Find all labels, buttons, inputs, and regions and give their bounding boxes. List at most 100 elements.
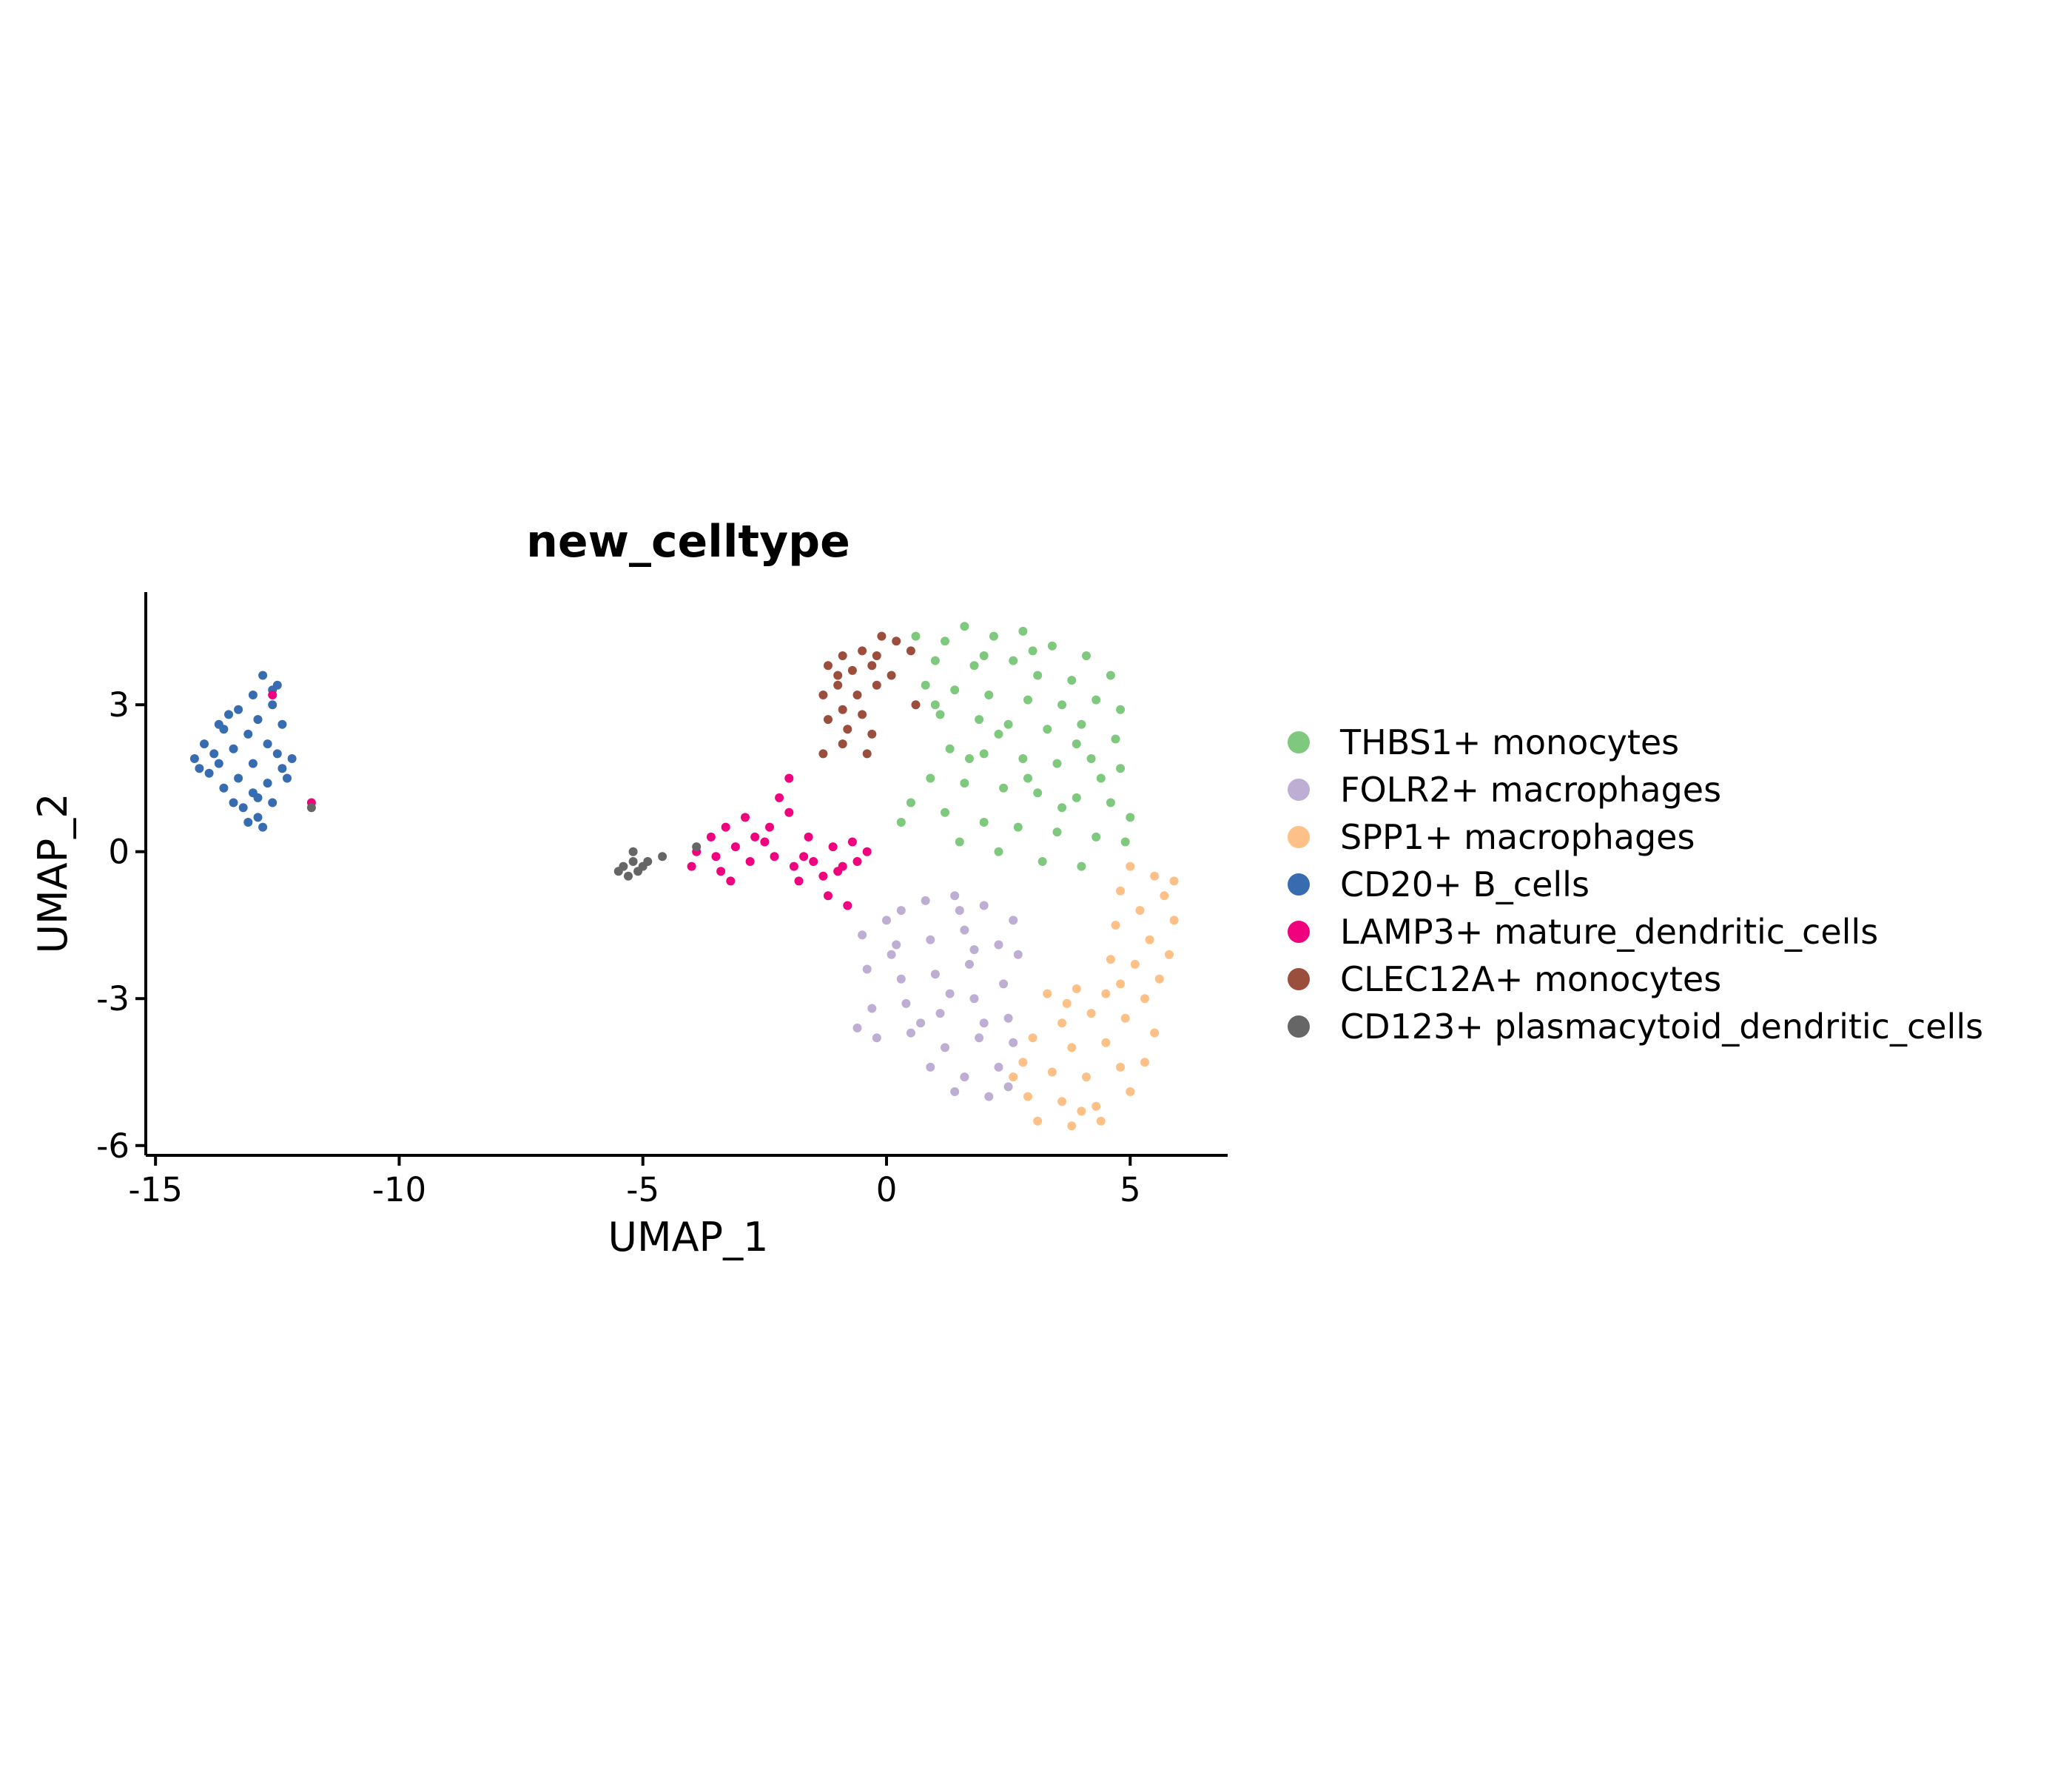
data-point-series-6 — [643, 857, 653, 866]
data-point-series-5 — [824, 661, 832, 671]
data-point-series-4 — [789, 862, 798, 871]
data-point-series-5 — [872, 680, 881, 690]
data-point-series-0 — [1018, 626, 1028, 636]
data-point-series-1 — [1003, 1082, 1013, 1092]
data-point-series-6 — [658, 852, 667, 862]
data-point-series-0 — [1072, 793, 1081, 802]
data-point-series-3 — [268, 798, 278, 807]
data-point-series-0 — [1023, 695, 1032, 705]
data-point-series-1 — [862, 964, 872, 974]
data-point-series-0 — [975, 715, 984, 725]
data-point-series-6 — [306, 803, 316, 813]
data-point-series-0 — [1037, 857, 1047, 866]
data-point-series-5 — [818, 749, 828, 759]
data-point-series-4 — [760, 837, 770, 847]
data-point-series-0 — [896, 818, 906, 827]
data-point-series-0 — [1092, 695, 1101, 705]
data-point-series-3 — [248, 759, 258, 768]
data-point-series-5 — [892, 637, 901, 646]
data-point-series-2 — [1126, 862, 1135, 871]
data-point-series-0 — [1116, 705, 1126, 714]
data-point-series-1 — [999, 979, 1009, 989]
data-point-series-3 — [278, 719, 287, 729]
data-point-series-1 — [969, 945, 979, 955]
data-point-series-6 — [613, 867, 623, 876]
data-point-series-1 — [926, 935, 935, 944]
data-point-series-2 — [1086, 1009, 1096, 1018]
data-point-series-0 — [950, 685, 960, 695]
data-point-series-3 — [283, 773, 292, 783]
data-point-series-1 — [994, 1062, 1003, 1072]
data-point-series-2 — [1116, 979, 1126, 989]
data-point-series-0 — [935, 710, 945, 719]
data-point-series-2 — [1057, 1097, 1067, 1106]
data-point-series-5 — [906, 646, 915, 656]
data-point-series-0 — [955, 837, 964, 847]
chart-title: new_celltype — [526, 516, 850, 568]
data-point-series-4 — [711, 852, 721, 862]
data-point-series-0 — [911, 631, 921, 641]
data-point-series-0 — [1096, 773, 1106, 783]
data-point-series-2 — [1130, 959, 1140, 969]
data-point-series-0 — [1057, 700, 1067, 710]
data-point-series-1 — [960, 925, 969, 935]
data-point-series-3 — [243, 729, 253, 739]
data-point-series-0 — [1043, 725, 1052, 734]
legend-label: CD123+ plasmacytoid_dendritic_cells — [1340, 1007, 1983, 1047]
legend-swatch — [1288, 779, 1310, 801]
data-point-series-4 — [716, 867, 726, 876]
data-point-series-4 — [794, 876, 804, 886]
data-point-series-0 — [1120, 837, 1130, 847]
data-point-series-3 — [258, 822, 268, 832]
data-point-series-0 — [930, 700, 940, 710]
data-point-series-6 — [628, 857, 638, 866]
data-point-series-3 — [200, 739, 209, 749]
data-point-series-2 — [1092, 1101, 1101, 1111]
data-point-series-3 — [214, 759, 223, 768]
data-point-series-2 — [1009, 1072, 1018, 1082]
data-point-series-1 — [867, 1004, 877, 1013]
data-point-series-4 — [770, 852, 779, 862]
data-point-series-1 — [994, 940, 1003, 950]
data-point-series-3 — [278, 764, 287, 773]
data-point-series-2 — [1033, 1116, 1043, 1126]
data-point-series-0 — [1106, 798, 1115, 807]
y-axis-ticks: 3 0 -3 -6 — [96, 685, 146, 1166]
y-tick-label: 3 — [108, 685, 130, 725]
data-point-series-3 — [248, 691, 258, 699]
data-point-series-0 — [926, 773, 935, 783]
data-point-series-1 — [941, 1043, 949, 1052]
data-point-series-2 — [1135, 906, 1145, 916]
data-point-series-4 — [799, 852, 809, 862]
data-point-series-4 — [745, 857, 755, 866]
data-point-series-4 — [726, 876, 736, 886]
data-point-series-0 — [941, 637, 949, 646]
data-point-series-6 — [692, 842, 702, 852]
data-point-series-5 — [843, 725, 852, 734]
data-point-series-3 — [263, 739, 272, 749]
data-point-series-4 — [833, 867, 843, 876]
data-point-series-4 — [809, 857, 818, 866]
data-point-series-2 — [1126, 1087, 1135, 1096]
data-point-series-1 — [979, 1018, 989, 1028]
data-point-series-1 — [955, 906, 964, 916]
data-point-series-5 — [911, 700, 921, 710]
data-point-series-3 — [219, 783, 229, 793]
data-point-series-0 — [1057, 803, 1067, 813]
data-point-series-1 — [965, 959, 974, 969]
data-point-series-0 — [1047, 641, 1057, 651]
data-point-series-5 — [852, 691, 862, 699]
data-point-series-1 — [960, 1072, 969, 1082]
data-point-series-1 — [892, 940, 901, 950]
data-point-series-0 — [1023, 773, 1032, 783]
data-point-series-1 — [930, 970, 940, 979]
legend-swatch — [1288, 1015, 1310, 1038]
data-point-series-6 — [633, 867, 643, 876]
data-point-series-1 — [975, 1033, 984, 1043]
data-point-series-4 — [852, 857, 862, 866]
data-point-series-6 — [624, 871, 633, 881]
data-point-series-4 — [706, 832, 716, 842]
data-point-series-5 — [838, 651, 847, 660]
legend-swatch — [1288, 731, 1310, 753]
data-point-series-3 — [263, 779, 272, 788]
